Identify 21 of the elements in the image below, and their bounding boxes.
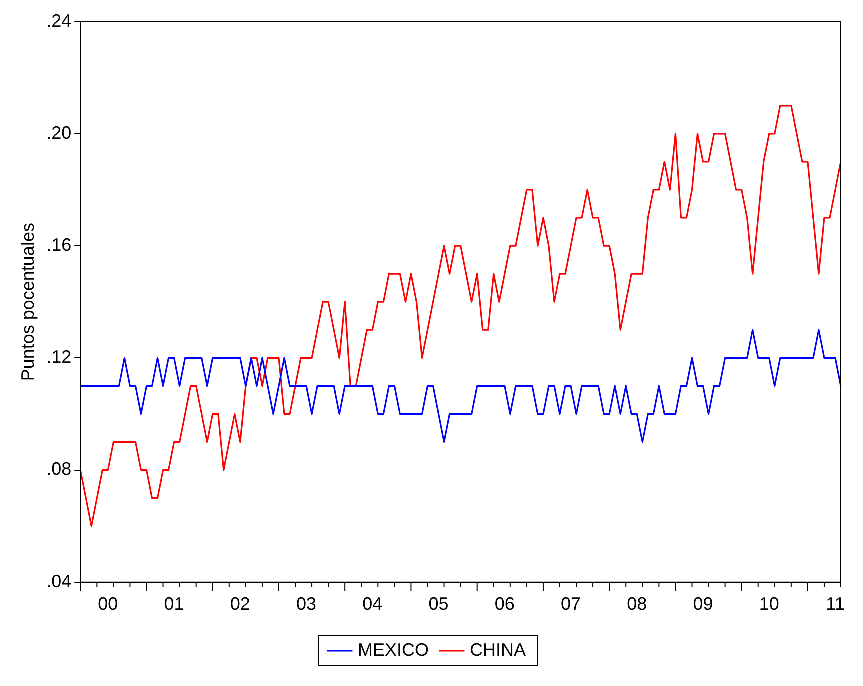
x-tick-label: 06 (494, 594, 515, 614)
legend-label: CHINA (470, 640, 526, 660)
y-tick-label: .24 (46, 10, 72, 31)
x-tick-label: 00 (98, 594, 118, 614)
y-axis-title: Puntos pocentuales (18, 223, 38, 382)
x-tick-label: 01 (164, 594, 184, 614)
x-tick-label: 04 (362, 594, 383, 614)
legend-label: MEXICO (358, 640, 430, 660)
x-tick-label: 03 (296, 594, 317, 614)
x-tick-label: 09 (693, 594, 714, 614)
x-tick-label: 05 (428, 594, 449, 614)
y-tick-label: .12 (46, 347, 72, 368)
x-tick-label: 07 (560, 594, 582, 614)
y-tick-label: .16 (46, 235, 72, 256)
y-tick-label: .04 (46, 571, 72, 592)
x-tick-label: 08 (627, 594, 648, 614)
y-tick-label: .08 (46, 459, 72, 480)
x-tick-label: 02 (230, 594, 250, 614)
x-tick-label: 11 (826, 594, 845, 614)
x-tick-label: 10 (759, 594, 780, 614)
y-tick-label: .20 (46, 122, 72, 143)
